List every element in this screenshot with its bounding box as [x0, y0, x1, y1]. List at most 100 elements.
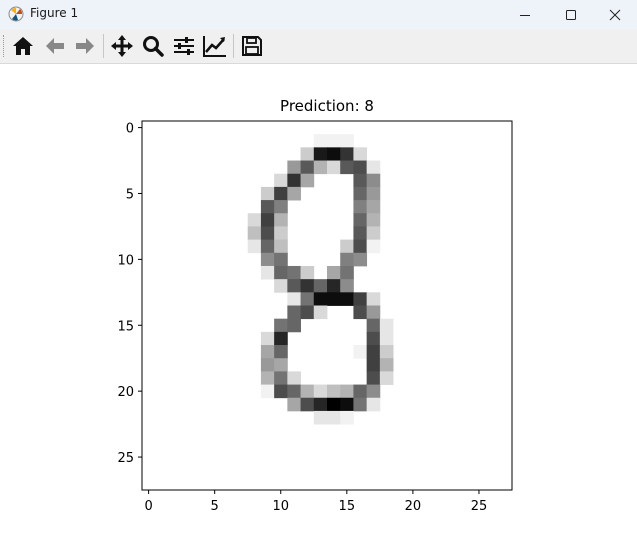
y-tick-label: 20 — [117, 385, 134, 400]
image-pixel — [274, 371, 288, 385]
image-pixel — [247, 239, 262, 254]
image-pixel — [327, 134, 341, 148]
image-pixel — [327, 397, 341, 412]
image-pixel — [274, 331, 288, 346]
image-pixel — [353, 345, 368, 359]
x-tick-label: 20 — [405, 499, 422, 514]
image-pixel — [260, 265, 275, 280]
image-pixel — [260, 213, 275, 227]
y-tick-label: 10 — [117, 253, 134, 268]
image-pixel — [274, 358, 288, 372]
image-pixel — [340, 265, 354, 280]
image-pixel — [313, 160, 328, 175]
image-pixel — [260, 358, 275, 372]
image-pixel — [327, 410, 341, 425]
move-icon — [111, 35, 133, 57]
image-pixel — [287, 384, 301, 399]
y-axis: 0 5 10 15 20 25 — [117, 122, 142, 466]
minimize-icon — [520, 14, 530, 16]
image-plot: 0 5 10 15 20 25 0 5 10 15 20 25 — [117, 120, 513, 514]
navigation-toolbar — [0, 29, 637, 64]
plot-title: Prediction: 8 — [280, 97, 374, 115]
image-pixel — [340, 134, 354, 148]
close-button[interactable] — [592, 0, 637, 29]
image-pixel — [300, 292, 315, 306]
y-tick-label: 15 — [117, 319, 134, 334]
toolbar-grip — [3, 35, 6, 57]
image-pixel — [274, 279, 288, 293]
image-pixel — [366, 213, 381, 227]
image-pixel — [274, 345, 288, 359]
image-pixel — [313, 397, 328, 412]
image-pixel — [366, 345, 381, 359]
home-button[interactable] — [10, 33, 36, 59]
toolbar-separator — [103, 34, 104, 58]
x-axis: 0 5 10 15 20 25 — [144, 490, 487, 514]
image-pixel — [274, 384, 288, 399]
image-pixel — [287, 279, 301, 293]
image-pixel — [327, 279, 341, 293]
maximize-button[interactable] — [548, 0, 594, 29]
image-pixel — [287, 265, 301, 280]
image-pixel — [353, 186, 368, 201]
image-pixel — [274, 186, 288, 201]
image-pixel — [353, 213, 368, 227]
image-pixel — [313, 147, 328, 161]
zoom-button[interactable] — [140, 33, 166, 59]
x-tick-label: 15 — [339, 499, 356, 514]
image-pixel — [287, 160, 301, 175]
image-pixel — [274, 173, 288, 188]
forward-button[interactable] — [72, 33, 98, 59]
image-pixel — [287, 305, 301, 320]
sliders-icon — [174, 37, 194, 55]
image-pixel — [379, 318, 394, 333]
back-button[interactable] — [42, 33, 68, 59]
image-pixel — [274, 318, 288, 333]
image-pixel — [366, 371, 381, 385]
image-pixels — [247, 134, 394, 425]
image-pixel — [353, 160, 368, 175]
toolbar-separator — [233, 34, 234, 58]
y-tick-label: 5 — [126, 187, 134, 202]
image-pixel — [327, 147, 341, 161]
image-pixel — [300, 173, 315, 188]
image-pixel — [340, 279, 354, 293]
image-pixel — [353, 147, 368, 161]
image-pixel — [353, 397, 368, 412]
minimize-button[interactable] — [502, 0, 548, 29]
pan-button[interactable] — [109, 33, 135, 59]
image-pixel — [353, 226, 368, 241]
window-titlebar: Figure 1 — [0, 0, 637, 29]
floppy-disk-icon — [242, 36, 262, 56]
save-button[interactable] — [239, 33, 265, 59]
maximize-icon — [566, 9, 576, 20]
configure-subplots-button[interactable] — [171, 33, 197, 59]
edit-axis-button[interactable] — [202, 33, 228, 59]
axes-frame — [141, 120, 513, 491]
magnifier-icon — [143, 36, 164, 57]
image-pixel — [260, 371, 275, 385]
image-pixel — [247, 226, 262, 241]
image-pixel — [260, 384, 275, 399]
image-pixel — [287, 292, 301, 306]
image-pixel — [247, 213, 262, 227]
image-pixel — [340, 239, 354, 254]
image-pixel — [300, 397, 315, 412]
image-pixel — [366, 292, 381, 306]
image-pixel — [274, 239, 288, 254]
image-pixel — [366, 186, 381, 201]
image-pixel — [300, 384, 315, 399]
image-pixel — [274, 213, 288, 227]
image-pixel — [340, 252, 354, 267]
image-pixel — [300, 147, 315, 161]
image-pixel — [260, 226, 275, 241]
image-pixel — [287, 186, 301, 201]
figure-canvas[interactable]: Prediction: 8 0 5 10 15 20 25 0 5 10 15 20 25 — [0, 64, 637, 541]
image-pixel — [366, 226, 381, 241]
image-pixel — [366, 200, 381, 214]
image-pixel — [313, 305, 328, 320]
image-pixel — [353, 252, 368, 267]
image-pixel — [353, 173, 368, 188]
image-pixel — [274, 252, 288, 267]
image-pixel — [353, 292, 368, 306]
